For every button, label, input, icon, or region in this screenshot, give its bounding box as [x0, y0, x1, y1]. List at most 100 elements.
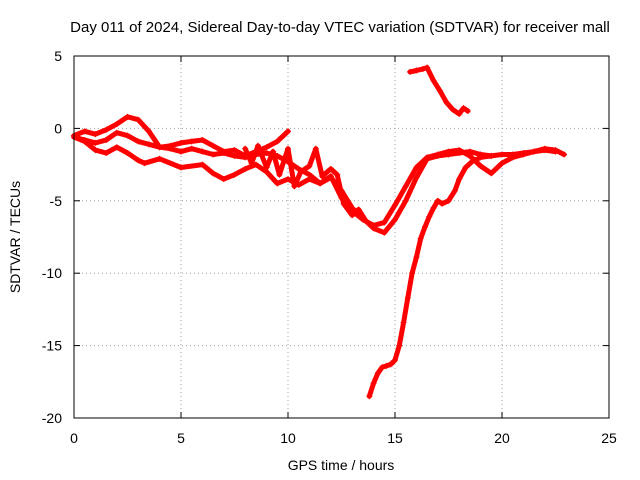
- data-point: [424, 155, 431, 162]
- data-point: [312, 145, 319, 152]
- data-point: [210, 151, 217, 158]
- data-point: [276, 171, 283, 178]
- data-point: [317, 180, 324, 187]
- data-point: [406, 68, 413, 75]
- data-point: [210, 142, 217, 149]
- data-point: [424, 64, 431, 71]
- series-scatter-cluster: [242, 142, 369, 223]
- data-point: [334, 171, 341, 178]
- data-point: [285, 176, 291, 183]
- data-point: [188, 145, 195, 152]
- data-point: [145, 128, 152, 135]
- data-point: [477, 154, 484, 161]
- data-point: [417, 235, 424, 242]
- data-point: [263, 144, 270, 151]
- grid-layer: [74, 56, 609, 418]
- data-point: [456, 110, 463, 117]
- data-point: [531, 148, 538, 155]
- data-point: [462, 164, 469, 171]
- data-point: [199, 161, 206, 168]
- data-point: [81, 128, 88, 135]
- data-point: [456, 176, 463, 183]
- data-point: [285, 128, 291, 135]
- data-point: [464, 108, 471, 115]
- data-point: [443, 99, 450, 106]
- data-point: [362, 216, 369, 223]
- data-point: [421, 223, 428, 230]
- data-point: [113, 121, 120, 128]
- data-point: [370, 225, 377, 232]
- data-point: [409, 270, 416, 277]
- data-point: [210, 170, 217, 177]
- series-rising-branch: [366, 152, 495, 400]
- data-point: [499, 160, 505, 167]
- data-point: [270, 148, 277, 155]
- data-point: [274, 138, 281, 145]
- data-point: [103, 150, 110, 157]
- data-point: [81, 136, 88, 143]
- data-point: [124, 113, 131, 120]
- data-point: [434, 197, 441, 204]
- data-point: [92, 131, 99, 138]
- data-point: [400, 319, 407, 326]
- data-point: [242, 165, 249, 172]
- data-point: [456, 150, 463, 157]
- y-tick-label: 5: [54, 48, 62, 64]
- data-point: [124, 150, 131, 157]
- data-point: [178, 148, 184, 155]
- y-tick-label: -15: [42, 338, 62, 354]
- data-point: [381, 219, 388, 226]
- series-line: [242, 143, 368, 223]
- data-point: [135, 116, 142, 123]
- data-point: [445, 151, 452, 158]
- x-tick-label: 0: [70, 430, 78, 446]
- data-point: [349, 212, 356, 219]
- data-point: [141, 160, 148, 167]
- data-point: [327, 165, 334, 172]
- data-point: [319, 173, 326, 180]
- data-point: [460, 105, 467, 112]
- data-point: [231, 152, 238, 159]
- data-point: [349, 205, 356, 212]
- data-point: [392, 202, 398, 209]
- x-tick-label: 10: [280, 430, 296, 446]
- plot-frame: [73, 55, 610, 419]
- data-point: [434, 152, 441, 159]
- data-point: [374, 370, 381, 377]
- data-point: [430, 77, 437, 84]
- data-point: [248, 160, 255, 167]
- data-point: [383, 362, 390, 369]
- data-point: [413, 67, 420, 74]
- data-point: [355, 206, 362, 213]
- x-tick-label: 25: [601, 430, 617, 446]
- data-point: [103, 126, 110, 133]
- data-point: [499, 151, 505, 158]
- data-point: [252, 161, 259, 168]
- chart-title: Day 011 of 2024, Sidereal Day-to-day VTE…: [70, 19, 610, 36]
- data-point: [242, 145, 249, 152]
- data-point: [103, 136, 110, 143]
- series-upper-branch: [406, 64, 471, 117]
- x-tick-label: 20: [494, 430, 510, 446]
- data-point: [220, 148, 227, 155]
- data-point: [145, 141, 152, 148]
- data-point: [552, 148, 559, 155]
- y-tick-label: -5: [50, 193, 63, 209]
- data-point: [178, 139, 184, 146]
- y-tick-label: -20: [42, 410, 62, 426]
- data-point: [124, 132, 131, 139]
- data-point: [419, 66, 426, 73]
- data-point: [426, 213, 433, 220]
- data-point: [178, 164, 184, 171]
- data-point: [285, 145, 291, 152]
- series-layer: [71, 64, 568, 400]
- data-point: [274, 180, 281, 187]
- data-point: [392, 357, 398, 364]
- data-point: [466, 148, 473, 155]
- data-point: [404, 294, 411, 301]
- data-point: [436, 87, 443, 94]
- data-point: [231, 147, 238, 154]
- x-tick-label: 15: [387, 430, 403, 446]
- data-point: [488, 152, 495, 159]
